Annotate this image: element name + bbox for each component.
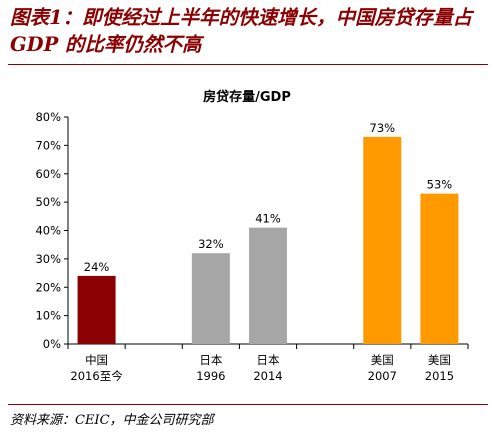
x-tick-label: 2016至今 [70, 369, 123, 383]
bar [77, 275, 116, 344]
y-tick-label: 50% [35, 195, 61, 209]
x-tick-label: 美国 [428, 353, 451, 367]
data-label: 53% [427, 178, 453, 192]
bar [191, 253, 230, 344]
x-tick-label: 日本 [257, 353, 280, 367]
y-tick-label: 70% [35, 138, 61, 152]
y-tick-label: 10% [35, 309, 61, 323]
bar [249, 227, 287, 344]
figure-title-line2: GDP 的比率仍然不高 [10, 33, 202, 56]
x-tick-label: 美国 [371, 353, 394, 367]
chart-title: 房贷存量/GDP [203, 90, 291, 105]
x-tick-label: 中国 [85, 353, 108, 367]
y-tick-label: 40% [35, 224, 61, 238]
y-tick-label: 30% [35, 252, 61, 266]
y-tick-label: 60% [35, 167, 61, 181]
data-label: 73% [370, 121, 396, 135]
bottom-rule [8, 404, 488, 405]
y-tick-label: 80% [35, 110, 61, 124]
data-label: 24% [84, 260, 110, 274]
y-tick-label: 0% [43, 337, 61, 351]
top-rule [8, 64, 488, 65]
figure-title: 图表1：即使经过上半年的快速增长，中国房贷存量占 GDP 的比率仍然不高 [10, 4, 488, 58]
source-note: 资料来源：CEIC，中金公司研究部 [10, 413, 214, 428]
bar [363, 136, 402, 344]
x-tick-label: 1996 [196, 369, 225, 383]
data-label: 41% [255, 212, 281, 226]
x-tick-label: 2015 [425, 369, 454, 383]
x-tick-label: 日本 [199, 353, 222, 367]
x-tick-label: 2007 [368, 369, 397, 383]
x-tick-label: 2014 [253, 369, 282, 383]
data-label: 32% [198, 237, 224, 251]
y-tick-label: 20% [35, 280, 61, 294]
figure-title-line1: 图表1：即使经过上半年的快速增长，中国房贷存量占 [10, 6, 473, 29]
bar [420, 193, 459, 344]
